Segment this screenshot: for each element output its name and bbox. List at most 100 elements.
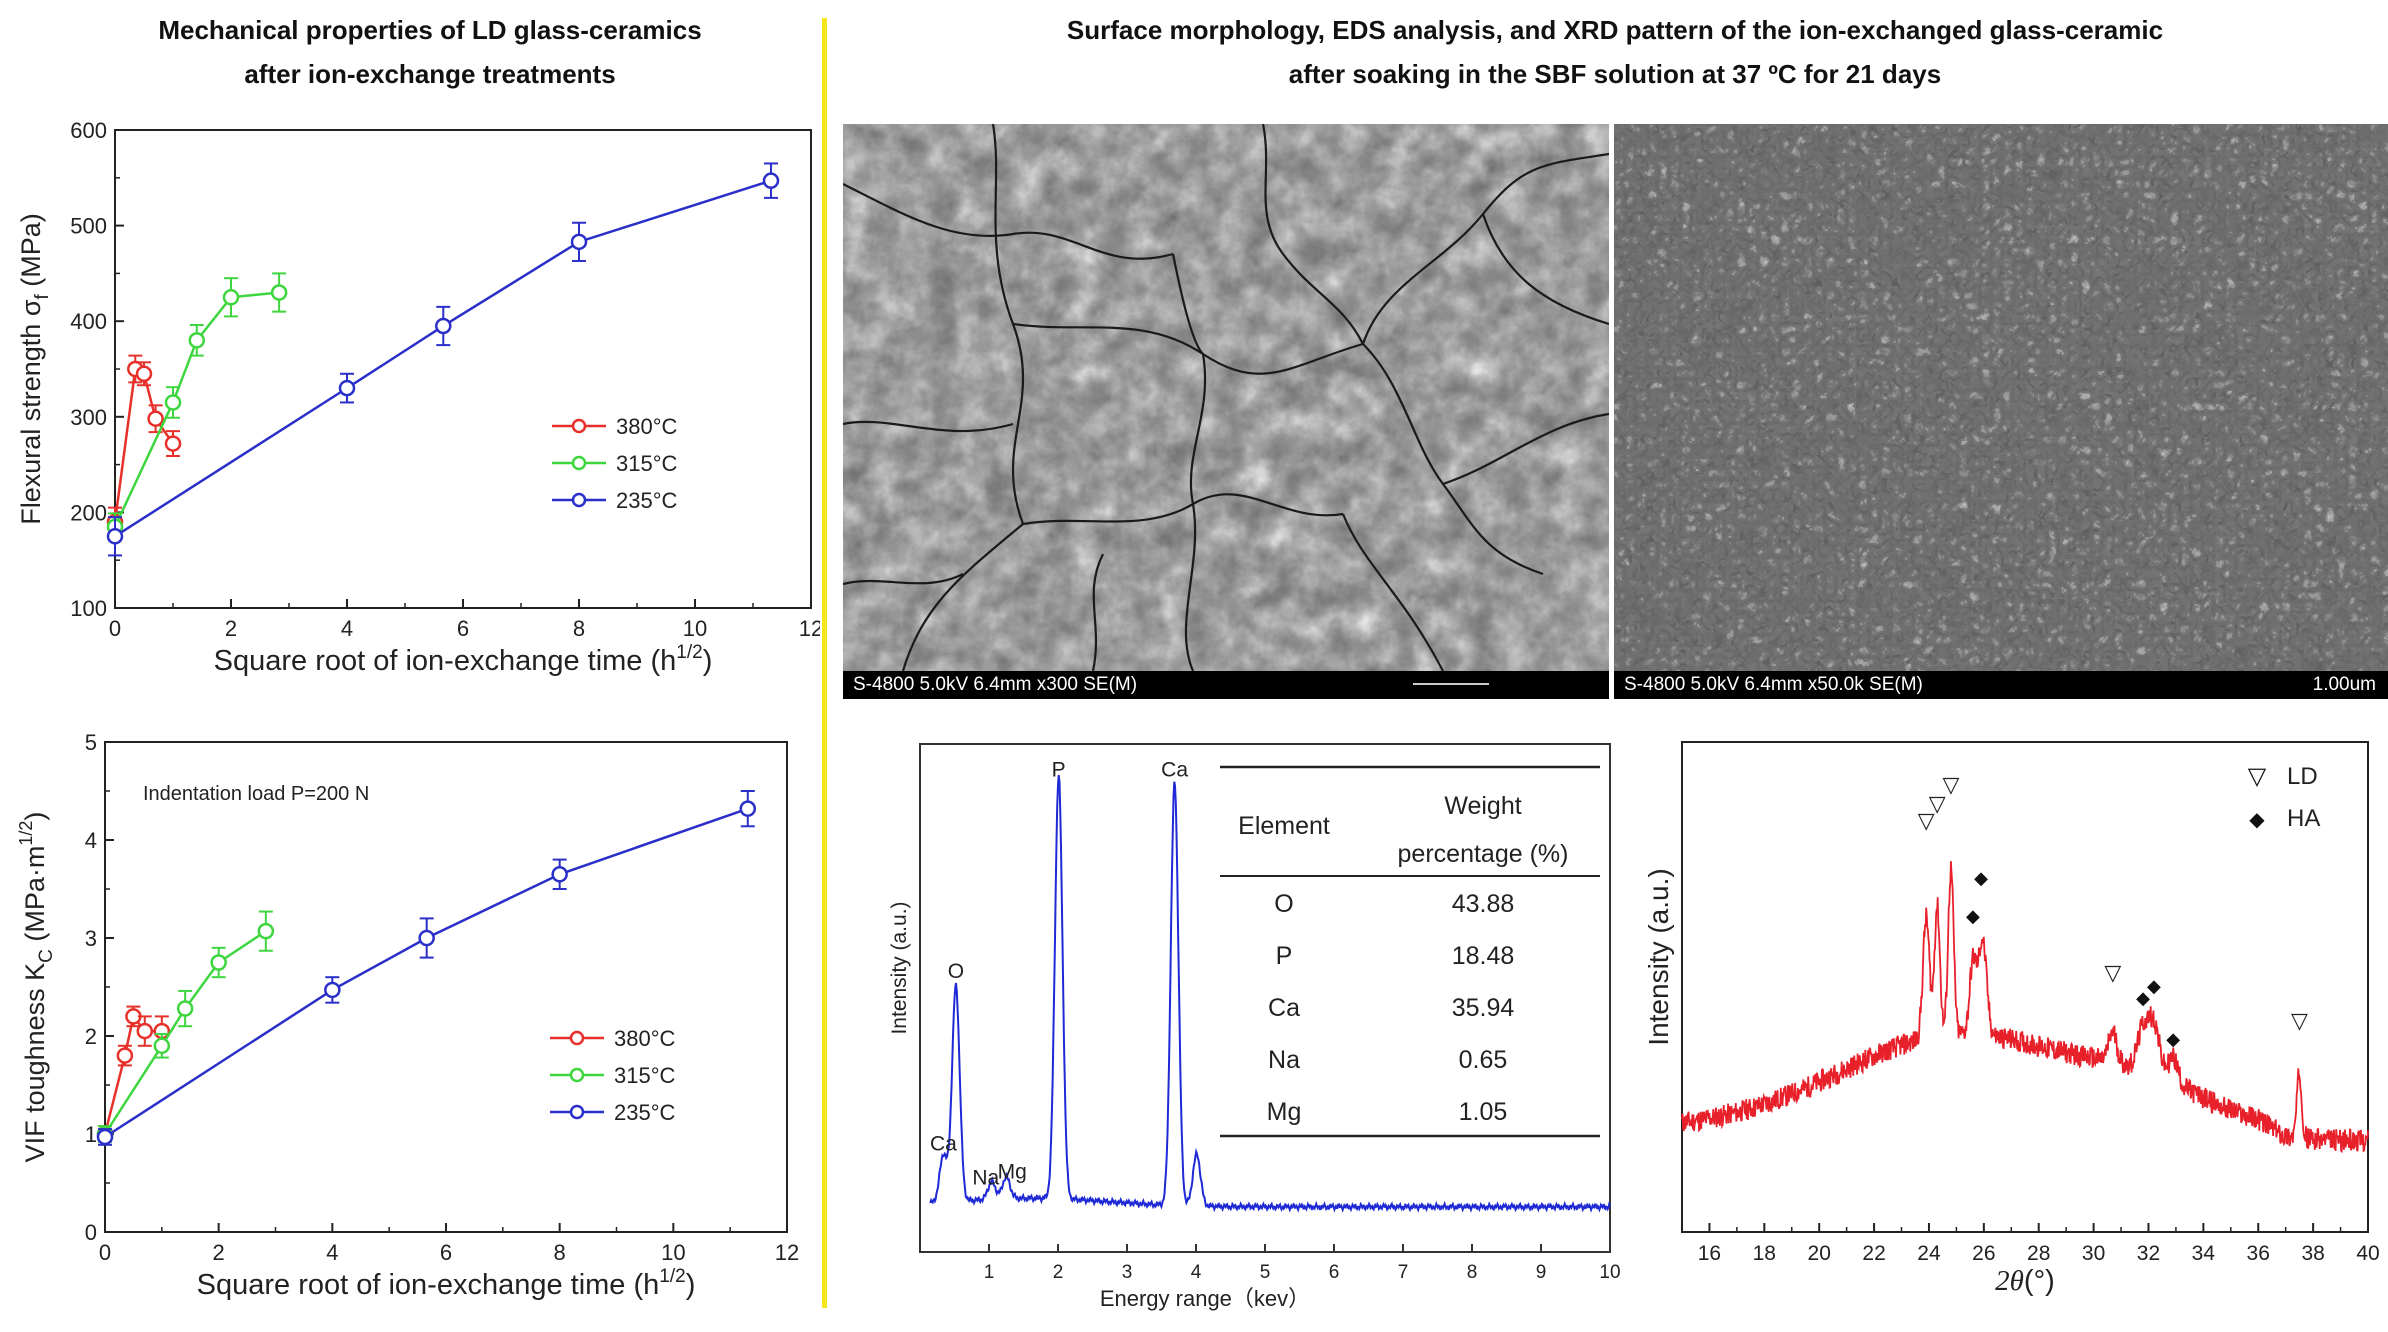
x-tick-label: 32	[2137, 1242, 2160, 1265]
x-tick-label: 1	[984, 1262, 995, 1283]
y-axis-label-sub: C	[36, 949, 57, 963]
x-axis-label-end: )	[703, 645, 713, 677]
x-axis-label-unit: (°)	[2024, 1265, 2055, 1297]
data-point	[435, 317, 452, 335]
data-point	[153, 1037, 171, 1055]
sem-caption-1: S-4800 5.0kV 6.4mm x300 SE(M)	[853, 674, 1138, 695]
plot-frame	[1681, 741, 2369, 1233]
y-axis-label: Flexural strength σf (MPa)	[16, 213, 53, 525]
data-point	[96, 1128, 114, 1146]
x-tick-label: 10	[683, 616, 707, 641]
x-tick-label: 10	[661, 1240, 685, 1265]
ha-marker: ◆	[2147, 976, 2161, 996]
data-point	[762, 172, 780, 189]
data-point	[257, 922, 275, 940]
sem-caption-bar-1: S-4800 5.0kV 6.4mm x300 SE(M)	[843, 671, 1609, 699]
crack-lines	[843, 124, 1609, 671]
y-tick-label: 100	[70, 596, 107, 621]
right-heading-line2: after soaking in the SBF solution at 37 …	[1288, 59, 1942, 89]
table-cell-value: 43.88	[1452, 890, 1515, 918]
panel-divider	[822, 18, 827, 1308]
table-cell-element: P	[1276, 942, 1293, 970]
series-2: 235°C	[106, 162, 780, 557]
x-tick-label: 8	[1467, 1262, 1478, 1283]
x-tick-label: 22	[1862, 1242, 1885, 1265]
data-point	[338, 379, 356, 397]
legend-label: 315°C	[614, 1063, 676, 1088]
table-cell-element: Na	[1268, 1046, 1300, 1074]
xrd-pattern-line	[1681, 861, 2369, 1154]
x-tick-label: 38	[2301, 1242, 2324, 1265]
series-0: 380°C	[96, 1005, 676, 1143]
x-tick-label: 10	[1599, 1262, 1620, 1283]
y-axis-label-main: VIF toughness K	[20, 963, 50, 1163]
data-point	[176, 1000, 194, 1017]
x-tick-label: 4	[326, 1240, 338, 1265]
y-axis-label: Intensity (a.u.)	[888, 901, 911, 1034]
y-tick-label: 200	[70, 500, 107, 525]
x-tick-label: 20	[1808, 1242, 1831, 1265]
eds-spectrum-line	[929, 774, 1611, 1213]
y-tick-label: 1	[85, 1122, 97, 1147]
legend-marker	[569, 1030, 585, 1046]
data-point	[136, 1022, 154, 1040]
data-point	[222, 289, 240, 306]
crack-line	[843, 573, 964, 586]
x-tick-label: 36	[2247, 1242, 2270, 1265]
data-point	[210, 954, 227, 971]
x-tick-label: 40	[2356, 1242, 2379, 1265]
plot-frame	[104, 741, 788, 1233]
composition-table: Element Weight percentage (%) O 43.88 P 18.48 C…	[1220, 765, 1600, 1138]
x-axis-label-end: )	[686, 1269, 696, 1301]
crack-line	[1091, 553, 1104, 671]
table-cell-element: Ca	[1268, 994, 1300, 1022]
y-axis-label-sup: 1/2	[16, 821, 36, 846]
ld-marker: ▽	[1929, 791, 1946, 816]
sem-scale-ticks-1	[1413, 675, 1489, 685]
table-cell-value: 18.48	[1452, 942, 1515, 970]
ha-marker: ◆	[2136, 988, 2150, 1008]
x-axis-label: Square root of ion-exchange time (h1/2)	[214, 642, 713, 677]
legend-label: 380°C	[614, 1026, 676, 1051]
table-cell-value: 1.05	[1459, 1098, 1508, 1126]
legend-label: 235°C	[614, 1100, 676, 1125]
y-axis-label-sub: f	[32, 294, 53, 300]
x-tick-label: 6	[1329, 1262, 1340, 1283]
data-point	[551, 866, 568, 883]
x-axis-label-main: Square root of ion-exchange time (h	[214, 645, 677, 677]
data-point	[164, 394, 182, 411]
data-point	[116, 1047, 134, 1064]
sem-image-high-mag: S-4800 5.0kV 6.4mm x50.0k SE(M) 1.00um	[1614, 124, 2388, 699]
series-line	[114, 179, 772, 538]
y-axis-label: Intensity (a.u.)	[1643, 868, 1674, 1045]
left-heading-line1: Mechanical properties of LD glass-cerami…	[158, 15, 702, 45]
x-tick-label: 3	[1122, 1262, 1133, 1283]
legend-marker	[569, 1067, 585, 1083]
legend-marker	[571, 418, 587, 434]
x-axis-label: Square root of ion-exchange time (h1/2)	[197, 1266, 696, 1301]
annotation-text: Indentation load P=200 N	[143, 783, 369, 805]
table-cell-element: O	[1274, 890, 1293, 918]
ld-marker: ▽	[1918, 808, 1935, 833]
y-tick-label: 300	[70, 405, 107, 430]
series-line	[103, 1013, 162, 1135]
x-axis-label-main: Square root of ion-exchange time (h	[197, 1269, 660, 1301]
right-heading: Surface morphology, EDS analysis, and XR…	[860, 8, 2370, 96]
x-tick-label: 2	[1053, 1262, 1064, 1283]
series-2: 235°C	[96, 790, 757, 1146]
series-0: 380°C	[106, 354, 678, 538]
x-axis-label-sup: 1/2	[659, 1266, 685, 1287]
y-tick-label: 4	[85, 828, 97, 853]
left-heading: Mechanical properties of LD glass-cerami…	[60, 8, 800, 96]
crack-line	[843, 183, 1174, 260]
ha-marker: ◆	[1966, 906, 1980, 926]
legend-label: LD	[2287, 763, 2318, 790]
ld-marker: ▽	[2104, 960, 2121, 985]
x-tick-label: 8	[554, 1240, 566, 1265]
data-point	[147, 410, 164, 427]
legend-marker	[569, 1104, 585, 1120]
series-1: 315°C	[106, 272, 678, 542]
peak-label: Ca	[930, 1132, 957, 1155]
data-point	[106, 528, 124, 545]
